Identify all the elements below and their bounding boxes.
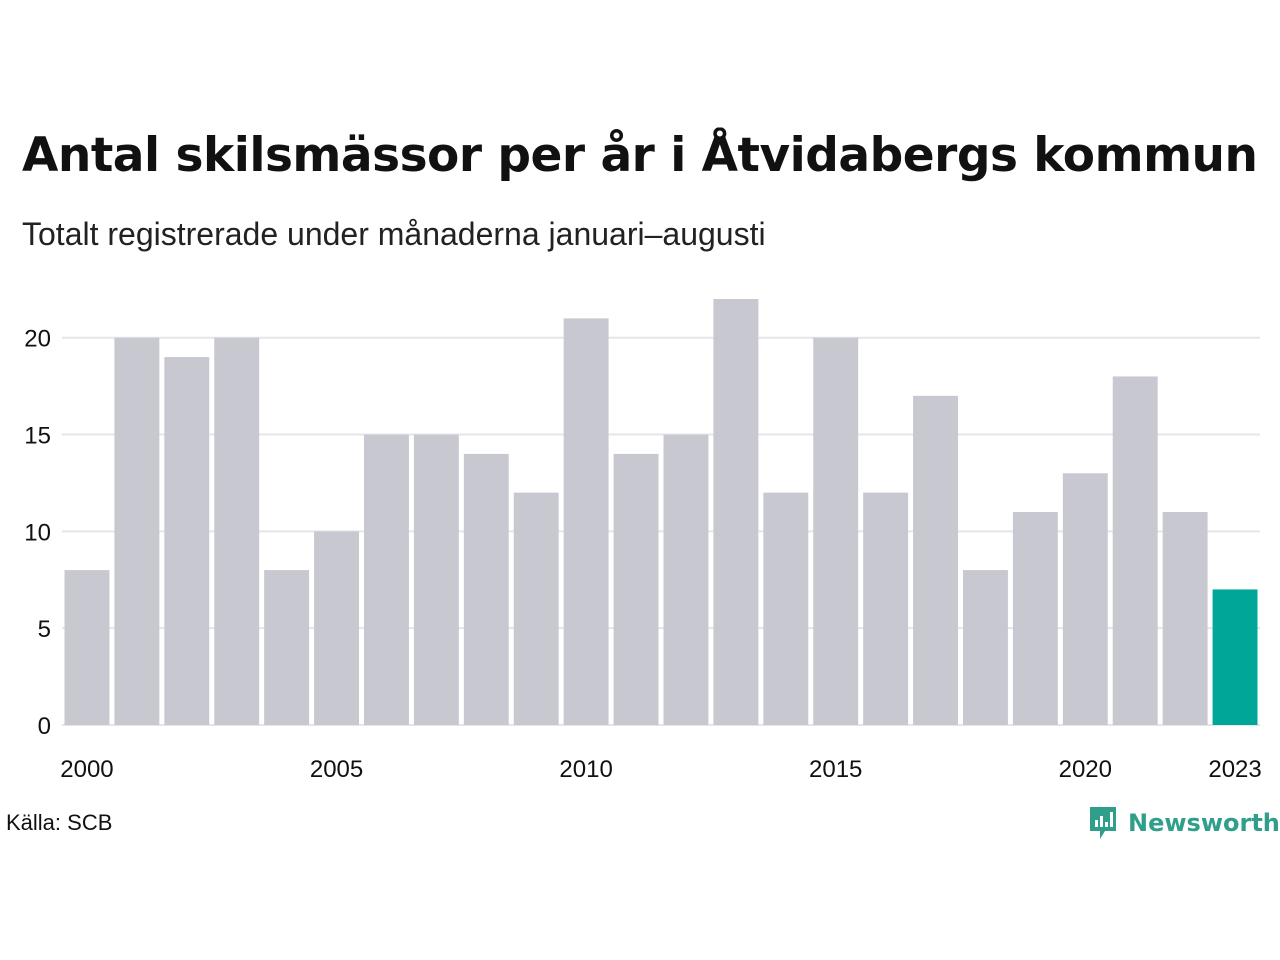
bar-2002 <box>164 357 210 725</box>
bar-2012 <box>663 434 709 725</box>
x-axis-ticks: 2000 2005 2010 2015 2020 2023 <box>60 756 1261 783</box>
x-tick-label: 2020 <box>1059 756 1112 783</box>
grid-lines <box>62 336 1260 726</box>
chart-title: Antal skilsmässor per år i Åtvidabergs k… <box>22 128 1258 183</box>
y-tick-label: 0 <box>38 713 51 740</box>
brand-name: Newsworthy <box>1128 809 1280 837</box>
bar-chart-speech-bubble-icon <box>1090 807 1116 839</box>
bar-2021 <box>1112 376 1158 725</box>
bar-chart: 0 5 10 15 20 2000 2005 2010 2015 2020 2023 <box>24 299 1262 783</box>
bars <box>64 299 1258 725</box>
x-tick-label: 2000 <box>60 756 113 783</box>
brand-logo[interactable]: Newsworthy <box>1088 804 1280 842</box>
bar-2023 <box>1212 589 1258 725</box>
y-tick-label: 5 <box>38 616 51 643</box>
bar-2017 <box>913 395 958 725</box>
x-tick-label: 2023 <box>1208 756 1261 783</box>
bar-2007 <box>413 434 459 725</box>
bar-2013 <box>713 299 759 725</box>
bar-2003 <box>214 337 260 725</box>
y-axis-ticks: 0 5 10 15 20 <box>24 326 51 740</box>
bar-2015 <box>813 337 859 725</box>
bar-2016 <box>863 492 909 725</box>
bar-2008 <box>463 453 509 725</box>
source-note: Källa: SCB <box>6 810 113 835</box>
bar-2014 <box>763 492 809 725</box>
bar-2001 <box>114 337 160 725</box>
bar-2011 <box>613 453 659 725</box>
bar-2005 <box>314 531 359 725</box>
y-tick-label: 10 <box>24 519 51 546</box>
x-tick-label: 2005 <box>310 756 363 783</box>
bar-2010 <box>563 318 609 725</box>
y-tick-label: 15 <box>24 423 51 450</box>
x-tick-label: 2015 <box>809 756 862 783</box>
bar-2022 <box>1162 512 1208 725</box>
bar-2018 <box>963 570 1008 725</box>
bar-2019 <box>1012 512 1058 725</box>
bar-2009 <box>513 492 559 725</box>
bar-2004 <box>264 570 310 725</box>
chart-subtitle: Totalt registrerade under månaderna janu… <box>22 216 766 252</box>
y-tick-label: 20 <box>24 326 51 353</box>
x-tick-label: 2010 <box>559 756 612 783</box>
bar-2020 <box>1062 473 1108 725</box>
bar-2006 <box>364 434 409 725</box>
bar-2000 <box>64 570 110 725</box>
